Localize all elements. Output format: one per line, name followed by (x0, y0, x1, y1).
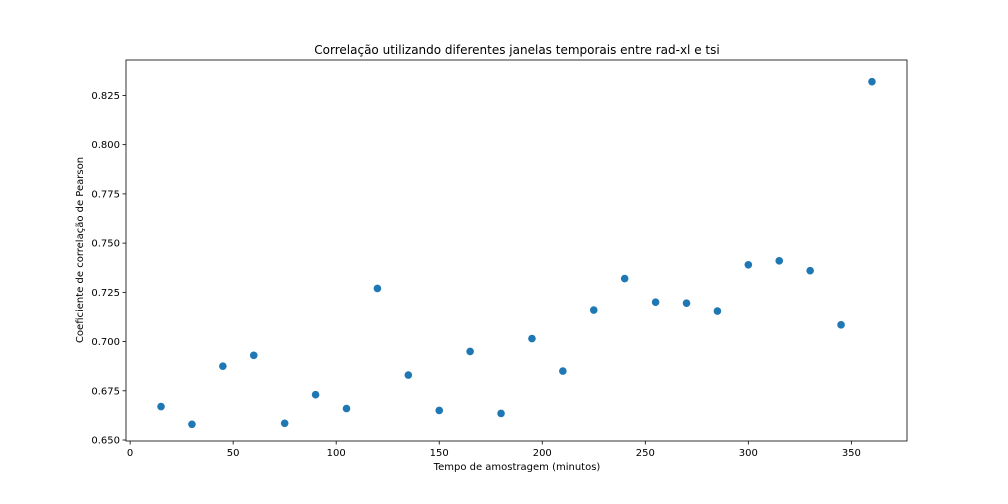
y-tick-label: 0.675 (91, 386, 120, 397)
x-axis: 0 50 100 150 200 250 300 350 (127, 441, 861, 459)
data-points (157, 77, 876, 429)
y-tick-label: 0.775 (91, 189, 120, 200)
x-tick-label: 0 (127, 448, 133, 459)
y-axis: 0.650 0.675 0.700 0.725 0.750 0.775 0.800 0.825 (91, 91, 126, 447)
scatter-point (806, 266, 814, 275)
y-axis-label: Coeficiente de correlação de Pearson (75, 157, 86, 343)
scatter-point (280, 419, 289, 428)
scatter-point (559, 367, 567, 375)
scatter-point (311, 390, 320, 399)
scatter-point (775, 257, 784, 265)
scatter-point (188, 420, 196, 429)
scatter-point (466, 347, 474, 356)
scatter-point (342, 404, 351, 413)
x-tick-label: 250 (636, 448, 655, 459)
scatter-point (219, 362, 227, 370)
scatter-point (620, 274, 629, 283)
scatter-point (497, 409, 505, 418)
chart-title: Correlação utilizando diferentes janelas… (314, 43, 719, 57)
y-tick-label: 0.825 (91, 91, 120, 102)
scatter-point (435, 406, 444, 415)
scatter-point (682, 299, 691, 307)
x-tick-label: 300 (739, 448, 758, 459)
x-tick-label: 100 (327, 448, 346, 459)
x-tick-label: 150 (430, 448, 449, 459)
plot-frame (125, 59, 908, 442)
y-tick-label: 0.750 (91, 239, 120, 250)
scatter-point (744, 260, 753, 269)
plot-area: 0 50 100 150 200 250 300 350 0.650 0.675 0.700 0.7… (91, 59, 908, 459)
scatter-point (157, 402, 165, 411)
x-tick-label: 200 (533, 448, 552, 459)
scatter-point (651, 298, 660, 306)
y-tick-label: 0.650 (91, 436, 120, 447)
scatter-point (868, 77, 876, 86)
scatter-point (249, 351, 258, 360)
x-tick-label: 50 (227, 448, 240, 459)
x-tick-label: 350 (842, 448, 861, 459)
scatter-point (589, 306, 598, 314)
y-tick-label: 0.800 (91, 140, 120, 151)
x-axis-label: Tempo de amostragem (minutos) (433, 462, 601, 473)
scatter-point (713, 307, 722, 315)
scatter-point (404, 371, 413, 379)
y-tick-label: 0.725 (91, 288, 120, 299)
scatter-point (837, 321, 845, 329)
scatter-point (528, 334, 536, 343)
y-tick-label: 0.700 (91, 337, 120, 348)
scatter-point (373, 284, 382, 293)
